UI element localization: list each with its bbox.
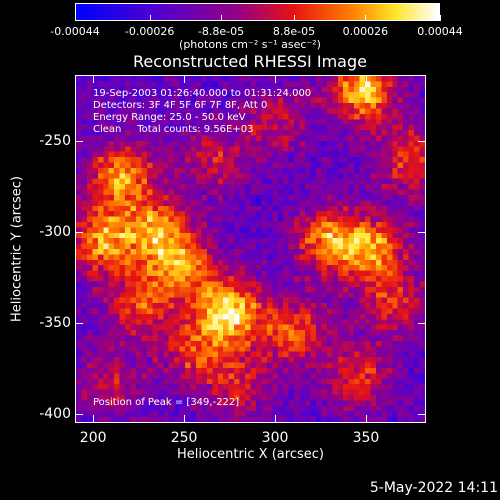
colorbar	[75, 3, 440, 21]
x-tick-mark	[184, 415, 186, 423]
colorbar-tick-label: 0.00026	[342, 25, 389, 38]
colorbar-tick-label: 0.00044	[417, 25, 463, 38]
x-tick-mark	[365, 415, 367, 423]
annotation-energy-range: Energy Range: 25.0 - 50.0 keV	[93, 112, 246, 123]
y-tick-label: -300	[39, 223, 71, 240]
x-tick-mark	[365, 75, 367, 83]
y-tick-label: -350	[39, 314, 71, 331]
x-tick-mark	[275, 75, 277, 83]
x-tick-label: 300	[261, 430, 289, 446]
colorbar-tick-mark	[221, 15, 222, 21]
y-tick-mark	[418, 231, 426, 233]
x-axis-label: Heliocentric X (arcsec)	[177, 447, 324, 462]
x-tick-mark	[93, 75, 95, 83]
colorbar-tick-mark	[75, 15, 76, 21]
y-axis-label: Heliocentric Y (arcsec)	[9, 176, 25, 322]
annotation-time-range: 19-Sep-2003 01:26:40.000 to 01:31:24.000	[93, 88, 312, 99]
annotation-peak-position: Position of Peak = [349,-222]	[93, 397, 240, 408]
colorbar-tick-mark	[365, 15, 367, 21]
annotation-detectors: Detectors: 3F 4F 5F 6F 7F 8F, Att 0	[93, 100, 268, 111]
colorbar-tick-label: -0.00026	[124, 25, 175, 38]
x-tick-mark	[93, 415, 95, 423]
annotation-total-counts: Clean Total counts: 9.56E+03	[93, 124, 254, 135]
x-tick-label: 350	[352, 430, 380, 446]
timestamp: 5-May-2022 14:11	[369, 480, 498, 496]
y-tick-mark	[75, 413, 83, 415]
colorbar-tick-mark	[294, 15, 295, 21]
y-tick-mark	[418, 413, 426, 415]
y-tick-label: -400	[39, 405, 71, 422]
colorbar-tick-mark	[149, 15, 151, 21]
y-tick-label: -250	[39, 132, 71, 149]
colorbar-tick-label: 8.8e-05	[272, 25, 316, 38]
y-tick-mark	[75, 322, 83, 324]
y-tick-mark	[75, 140, 83, 142]
x-tick-label: 250	[170, 430, 198, 446]
x-tick-label: 200	[79, 430, 107, 446]
x-tick-mark	[184, 75, 186, 83]
y-tick-mark	[75, 231, 83, 233]
heatmap-image	[76, 76, 425, 422]
colorbar-tick-label: -8.8e-05	[197, 25, 245, 38]
y-tick-mark	[418, 322, 426, 324]
plot-area: 19-Sep-2003 01:26:40.000 to 01:31:24.000…	[75, 75, 426, 423]
chart-title: Reconstructed RHESSI Image	[133, 52, 367, 71]
colorbar-tick-mark	[440, 15, 441, 21]
colorbar-unit-label: (photons cm⁻² s⁻¹ asec⁻²)	[179, 38, 321, 51]
x-tick-mark	[275, 415, 277, 423]
y-tick-mark	[418, 140, 426, 142]
colorbar-tick-label: -0.00044	[50, 25, 100, 38]
